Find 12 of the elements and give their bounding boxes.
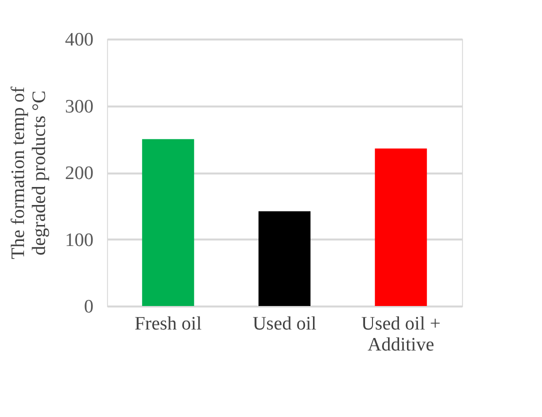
y-tick-label: 400 [65, 30, 94, 50]
bar [374, 148, 427, 306]
y-tick-label: 0 [84, 296, 94, 318]
bar [142, 139, 194, 306]
x-tick-label: Fresh oil [134, 314, 202, 334]
y-tick-label: 300 [65, 96, 94, 118]
x-tick-label: Used oil + Additive [361, 314, 441, 356]
x-tick-label: Used oil [252, 314, 316, 334]
y-tick-label: 200 [65, 163, 94, 184]
y-tick-label: 100 [65, 230, 94, 251]
y-axis-title: The formation temp of degraded products °C [8, 86, 50, 260]
bar [258, 211, 310, 306]
